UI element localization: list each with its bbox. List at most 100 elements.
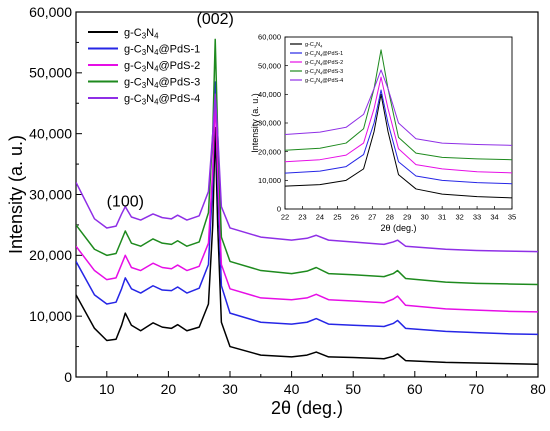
main-series-line-4	[76, 93, 538, 253]
inset-chart: 22 23 24 25 26 27 28 29 30 31 32 33 34 35010,00020,00…	[250, 33, 516, 233]
inset-legend-text-part: 3	[314, 43, 317, 48]
main-legend-text-part: 3	[142, 65, 147, 74]
inset-legend-text-part: N	[316, 78, 320, 84]
inset-y-tick-label: 10,000	[258, 176, 281, 185]
main-legend-text-part: 4	[154, 32, 159, 41]
main-x-tick-label: 50	[345, 381, 361, 397]
main-series-line-2	[76, 99, 538, 313]
main-legend-text-part: g-C	[124, 60, 142, 72]
main-legend-text-part: N	[146, 76, 154, 88]
main-series-line-3	[76, 38, 538, 286]
main-legend-label-3: g-C3N4@PdS-3	[124, 76, 200, 90]
main-peak-annotation: (100)	[107, 194, 144, 211]
inset-x-tick-label: 30	[421, 213, 429, 222]
main-legend-text-part: 4	[154, 98, 159, 107]
main-legend-label-1: g-C3N4@PdS-1	[124, 43, 200, 57]
inset-x-tick-label: 24	[316, 213, 324, 222]
main-legend-text-part: @PdS-2	[159, 60, 201, 72]
inset-x-tick-label: 27	[368, 213, 376, 222]
inset-series-line-0	[285, 93, 512, 199]
main-legend-text-part: @PdS-3	[159, 76, 201, 88]
inset-y-tick-label: 30,000	[258, 119, 281, 128]
inset-y-tick-label: 0	[277, 205, 281, 214]
inset-x-tick-label: 22	[281, 213, 289, 222]
main-legend-label-2: g-C3N4@PdS-2	[124, 60, 200, 74]
main-y-tick-label: 20,000	[29, 247, 72, 263]
inset-legend-label-3: g-C3N4@PdS-3	[305, 69, 343, 75]
main-legend-text-part: 3	[142, 48, 147, 57]
inset-legend-text-part: g-C	[305, 69, 314, 75]
inset-x-tick-label: 34	[490, 213, 498, 222]
inset-legend-label-4: g-C3N4@PdS-4	[305, 78, 343, 84]
inset-legend-text-part: 4	[320, 52, 323, 57]
main-legend-text-part: 4	[154, 65, 159, 74]
inset-legend-text-part: 4	[320, 43, 323, 48]
main-y-tick-label: 0	[64, 369, 72, 385]
inset-x-tick-label: 31	[438, 213, 446, 222]
inset-legend-text-part: N	[316, 60, 320, 66]
inset-legend-text-part: 3	[314, 52, 317, 57]
main-y-axis-label: Intensity (a. u.)	[6, 135, 26, 254]
inset-legend-text-part: N	[316, 42, 320, 48]
main-legend-text-part: g-C	[124, 27, 142, 39]
main-peak-annotation: (002)	[197, 11, 234, 28]
inset-y-tick-label: 20,000	[258, 147, 281, 156]
inset-legend-label-1: g-C3N4@PdS-1	[305, 51, 343, 57]
inset-legend-text-part: 4	[320, 61, 323, 66]
main-x-axis-label: 2θ (deg.)	[271, 398, 343, 418]
inset-legend-label-2: g-C3N4@PdS-2	[305, 60, 343, 66]
main-y-tick-label: 30,000	[29, 186, 72, 202]
inset-x-tick-label: 23	[298, 213, 306, 222]
main-legend-text-part: @PdS-4	[159, 93, 201, 105]
main-legend-text-part: N	[146, 27, 154, 39]
main-legend-text-part: g-C	[124, 43, 142, 55]
main-legend-text-part: g-C	[124, 76, 142, 88]
main-x-tick-label: 20	[161, 381, 177, 397]
main-legend-text-part: 3	[142, 81, 147, 90]
inset-legend-text-part: @PdS-1	[322, 51, 343, 57]
inset-x-tick-label: 35	[508, 213, 516, 222]
main-series-group	[76, 38, 538, 365]
inset-series-line-3	[285, 49, 512, 161]
inset-series-line-4	[285, 69, 512, 146]
inset-legend-text-part: 3	[314, 61, 317, 66]
inset-legend-text-part: @PdS-3	[322, 69, 343, 75]
main-y-tick-label: 40,000	[29, 126, 72, 142]
inset-series-line-2	[285, 76, 512, 174]
inset-x-tick-label: 28	[386, 213, 394, 222]
main-x-tick-label: 30	[222, 381, 238, 397]
inset-x-tick-label: 25	[333, 213, 341, 222]
inset-legend-text-part: 3	[314, 70, 317, 75]
inset-x-tick-label: 29	[403, 213, 411, 222]
inset-legend-text-part: N	[316, 69, 320, 75]
main-y-tick-label: 10,000	[29, 308, 72, 324]
main-legend-text-part: 4	[154, 81, 159, 90]
inset-legend-text-part: N	[316, 51, 320, 57]
main-legend-text-part: g-C	[124, 93, 142, 105]
inset-x-tick-label: 32	[455, 213, 463, 222]
inset-legend-text-part: g-C	[305, 51, 314, 57]
main-legend-text-part: N	[146, 60, 154, 72]
inset-y-tick-label: 50,000	[258, 61, 281, 70]
inset-legend-text-part: 4	[320, 70, 323, 75]
inset-legend-text-part: g-C	[305, 78, 314, 84]
inset-legend-text-part: g-C	[305, 42, 314, 48]
inset-legend-text-part: g-C	[305, 60, 314, 66]
inset-y-tick-label: 40,000	[258, 90, 281, 99]
main-x-tick-label: 80	[530, 381, 546, 397]
main-legend-text-part: 4	[154, 48, 159, 57]
inset-legend-label-0: g-C3N4	[305, 42, 323, 48]
main-legend-text-part: 3	[142, 32, 147, 41]
main-y-tick-label: 60,000	[29, 4, 72, 20]
main-x-tick-label: 60	[407, 381, 423, 397]
main-y-tick-label: 50,000	[29, 65, 72, 81]
inset-legend-text-part: @PdS-4	[322, 78, 343, 84]
main-series-line-0	[76, 126, 538, 365]
main-x-tick-label: 40	[284, 381, 300, 397]
inset-legend-text-part: 3	[314, 79, 317, 84]
main-legend-text-part: N	[146, 43, 154, 55]
main-legend-label-4: g-C3N4@PdS-4	[124, 93, 200, 107]
main-x-tick-label: 70	[469, 381, 485, 397]
inset-y-axis-label: Intensity (a. u.)	[250, 93, 260, 153]
